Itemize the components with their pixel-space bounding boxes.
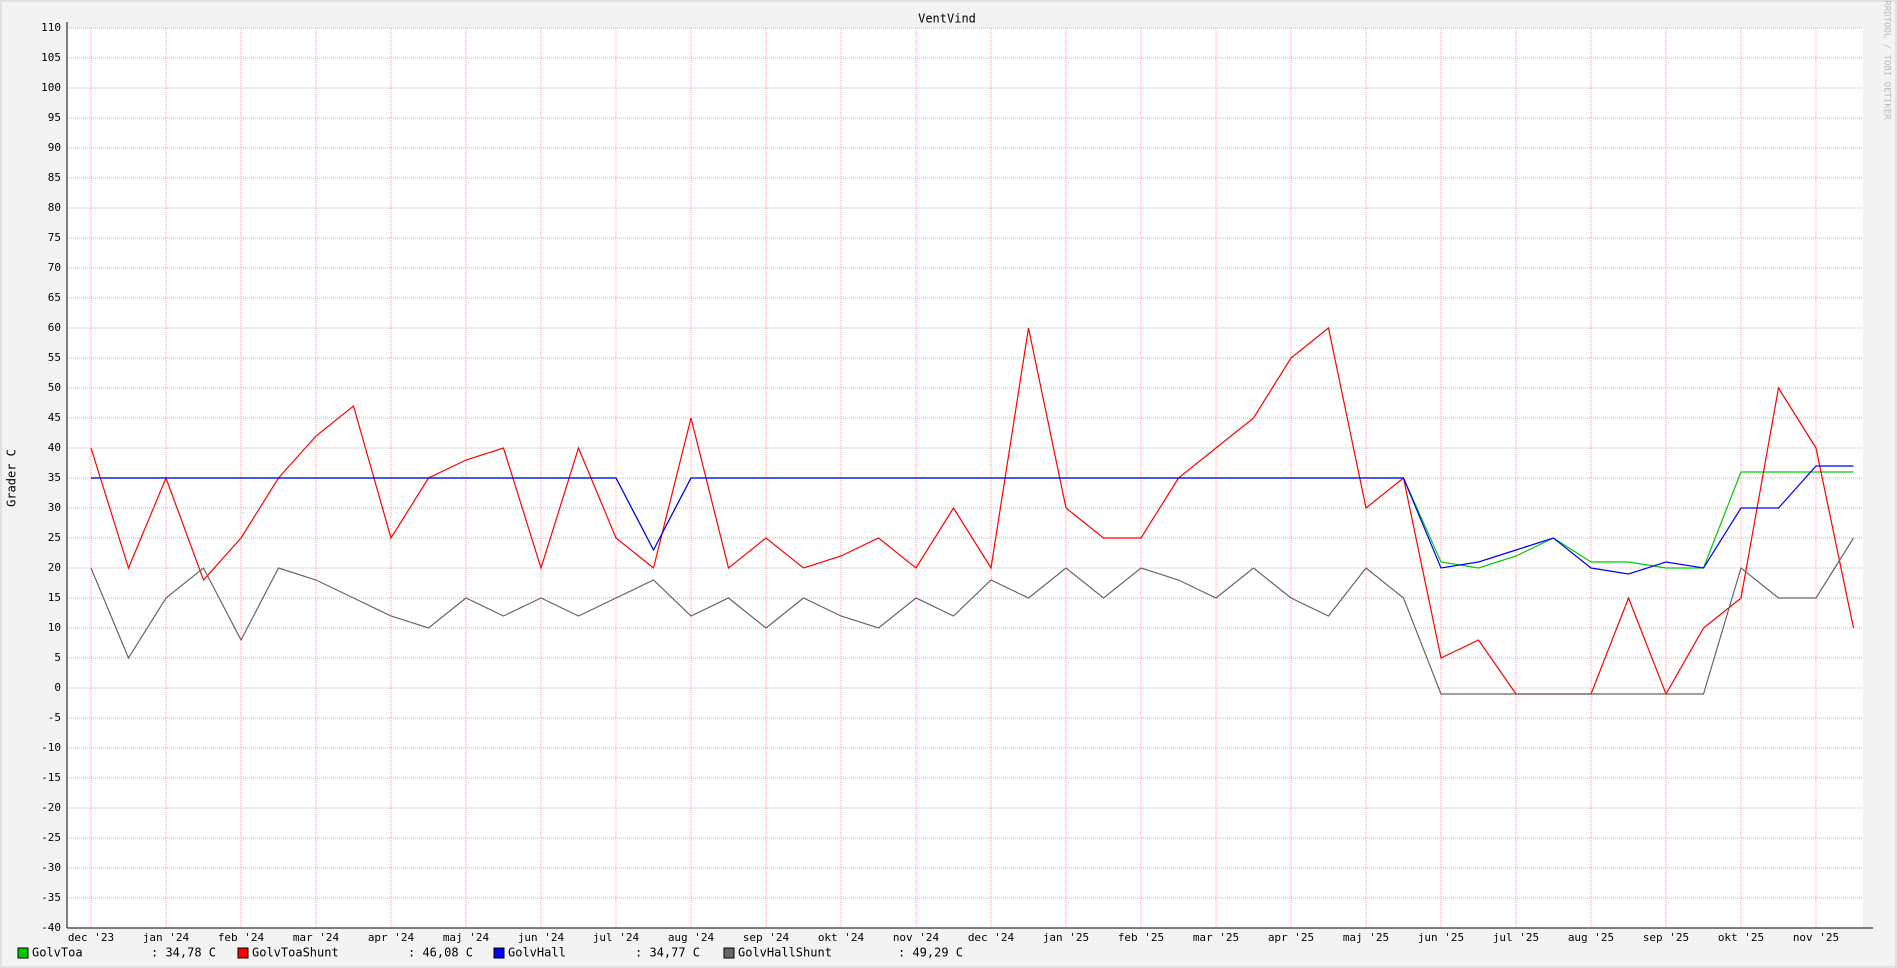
x-tick-label: maj '25 (1343, 931, 1389, 944)
series-line (91, 465, 1854, 575)
x-tick-label: mar '25 (1193, 931, 1239, 944)
y-tick-label: 20 (48, 561, 61, 574)
x-tick-label: dec '23 (68, 931, 114, 944)
y-tick-label: 55 (48, 351, 61, 364)
y-tick-label: 35 (48, 471, 61, 484)
y-tick-label: 100 (41, 81, 61, 94)
x-tick-label: mar '24 (293, 931, 340, 944)
x-tick-label: feb '24 (218, 931, 265, 944)
legend-value: : 49,29 C (898, 946, 963, 960)
legend-value: : 34,78 C (151, 946, 216, 960)
x-tick-label: jun '24 (518, 931, 565, 944)
y-tick-label: 10 (48, 621, 61, 634)
legend-swatch (17, 947, 29, 959)
y-tick-label: 110 (41, 21, 61, 34)
y-tick-label: 105 (41, 51, 61, 64)
y-tick-label: -10 (41, 741, 61, 754)
legend-label: GolvHall (508, 946, 566, 960)
y-tick-label: -25 (41, 831, 61, 844)
y-tick-label: 15 (48, 591, 61, 604)
legend-swatch (723, 947, 735, 959)
y-tick-label: 95 (48, 111, 61, 124)
y-tick-label: 40 (48, 441, 61, 454)
x-tick-label: jan '24 (143, 931, 190, 944)
x-tick-label: sep '25 (1643, 931, 1689, 944)
y-tick-label: -35 (41, 891, 61, 904)
y-tick-label: 85 (48, 171, 61, 184)
y-tick-label: 5 (54, 651, 61, 664)
y-tick-label: 80 (48, 201, 61, 214)
x-tick-label: apr '25 (1268, 931, 1314, 944)
x-tick-label: jul '24 (593, 931, 640, 944)
x-tick-label: jun '25 (1418, 931, 1464, 944)
x-tick-label: sep '24 (743, 931, 790, 944)
x-tick-label: okt '25 (1718, 931, 1764, 944)
x-tick-label: jan '25 (1043, 931, 1089, 944)
legend-label: GolvHallShunt (738, 946, 832, 960)
legend-swatch (237, 947, 249, 959)
x-tick-label: aug '25 (1568, 931, 1614, 944)
y-tick-label: 0 (54, 681, 61, 694)
legend-label: GolvToa (32, 946, 83, 960)
x-tick-label: okt '24 (818, 931, 865, 944)
y-tick-label: 45 (48, 411, 61, 424)
y-tick-label: 30 (48, 501, 61, 514)
legend-value: : 34,77 C (635, 946, 700, 960)
y-tick-label: 50 (48, 381, 61, 394)
x-tick-label: maj '24 (443, 931, 490, 944)
watermark: RRDTOOL / TOBI OETIKER (1882, 0, 1892, 120)
x-tick-label: nov '24 (893, 931, 940, 944)
x-tick-label: nov '25 (1793, 931, 1839, 944)
y-tick-label: -40 (41, 921, 61, 934)
y-tick-label: 60 (48, 321, 61, 334)
y-tick-label: 70 (48, 261, 61, 274)
x-tick-label: jul '25 (1493, 931, 1539, 944)
y-tick-label: 90 (48, 141, 61, 154)
x-tick-label: apr '24 (368, 931, 415, 944)
legend-label: GolvToaShunt (252, 946, 339, 960)
x-tick-label: aug '24 (668, 931, 715, 944)
chart-title: VentVind (918, 12, 976, 26)
y-tick-label: 65 (48, 291, 61, 304)
y-tick-label: -15 (41, 771, 61, 784)
y-tick-label: -20 (41, 801, 61, 814)
y-tick-label: 25 (48, 531, 61, 544)
x-tick-label: feb '25 (1118, 931, 1164, 944)
y-tick-label: -5 (48, 711, 61, 724)
x-tick-label: dec '24 (968, 931, 1015, 944)
legend-value: : 46,08 C (408, 946, 473, 960)
series-line (90, 537, 1855, 695)
y-tick-label: 75 (48, 231, 61, 244)
y-axis-label: Grader C (5, 449, 19, 507)
y-tick-label: -30 (41, 861, 61, 874)
legend-swatch (493, 947, 505, 959)
